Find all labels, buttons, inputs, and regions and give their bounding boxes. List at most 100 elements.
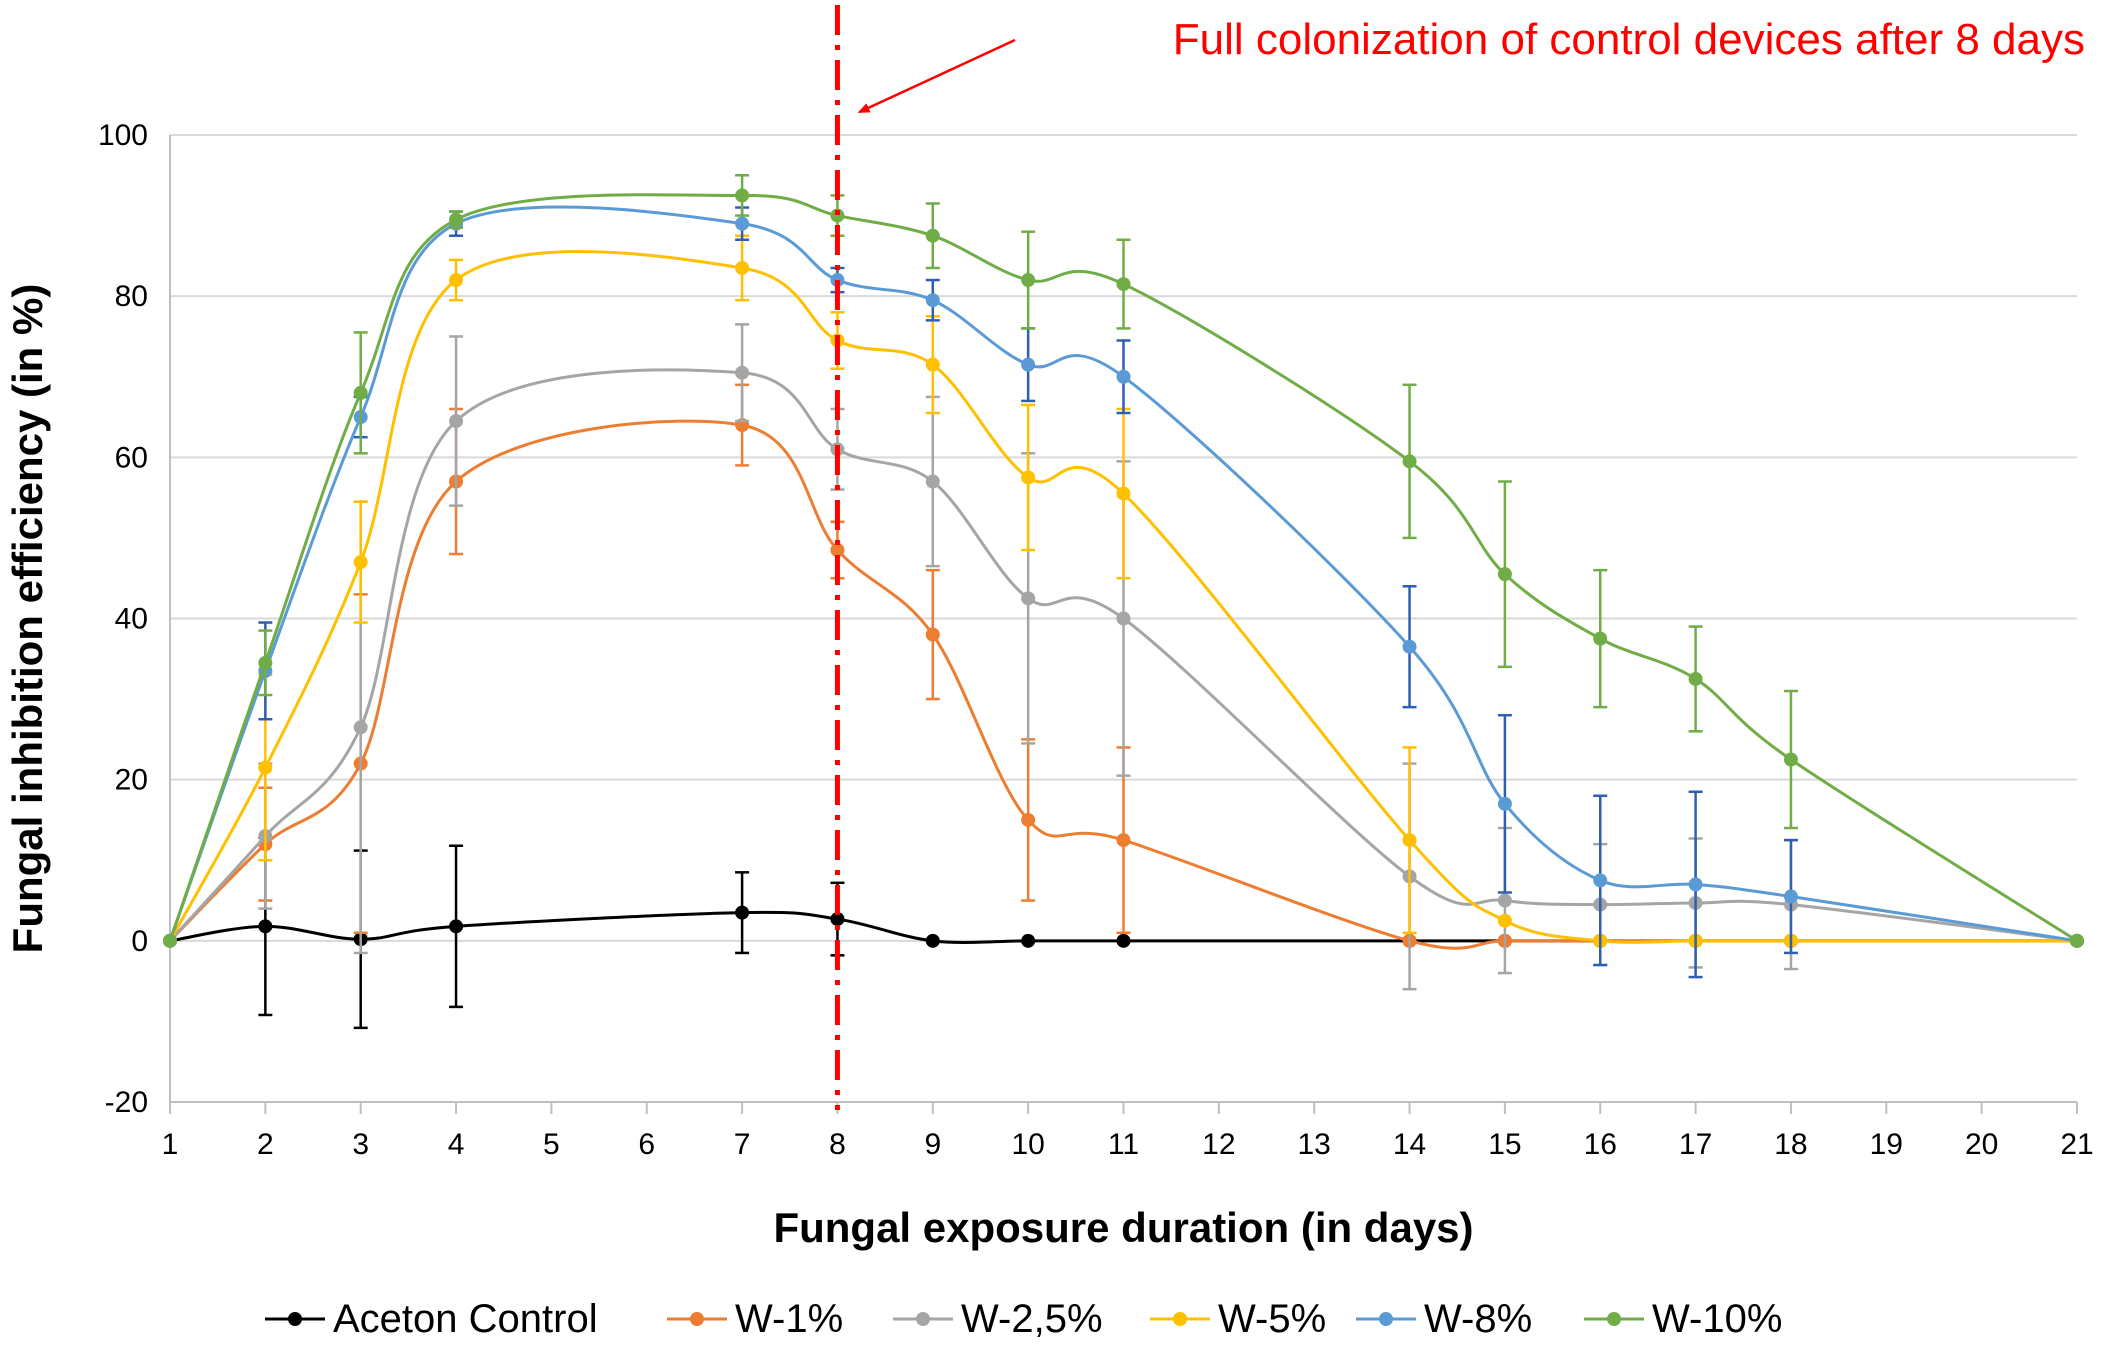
x-tick-label: 12 [1202,1128,1235,1161]
legend-marker [690,1312,704,1326]
data-point [449,919,464,934]
data-point [1021,812,1036,827]
data-point [1497,893,1512,908]
y-tick-label: 100 [98,119,148,152]
y-tick-label: 80 [115,280,148,313]
series-layer [163,174,2084,1030]
legend-marker [1173,1312,1187,1326]
legend-marker [916,1312,930,1326]
x-tick-label: 20 [1965,1128,1998,1161]
data-point [925,228,940,243]
data-point [830,543,845,558]
y-tick-label: 40 [115,603,148,636]
data-point [1688,671,1703,686]
x-tick-label: 16 [1584,1128,1617,1161]
legend-label: W-8% [1424,1297,1532,1341]
legend-item: W-2,5% [893,1297,1103,1341]
data-point [1116,277,1131,292]
x-tick-label: 8 [829,1128,846,1161]
data-point [1021,357,1036,372]
legend-label: W-5% [1218,1297,1326,1341]
legend-marker [1607,1312,1621,1326]
x-axis-title: Fungal exposure duration (in days) [773,1204,1473,1251]
x-tick-label: 9 [924,1128,941,1161]
x-tick-label: 3 [352,1128,369,1161]
data-point [1593,631,1608,646]
annotation-text: Full colonization of control devices aft… [1173,15,2085,64]
y-tick-label: 0 [131,925,148,958]
series-w-10- [163,174,2084,948]
data-point [925,293,940,308]
data-point [925,474,940,489]
legend-item: W-10% [1584,1297,1782,1341]
x-tick-label: 15 [1488,1128,1521,1161]
data-point [925,627,940,642]
data-point [1402,454,1417,469]
data-point [1783,889,1798,904]
x-tick-label: 2 [257,1128,274,1161]
data-point [735,216,750,231]
x-tick-label: 18 [1774,1128,1807,1161]
x-tick-label: 19 [1870,1128,1903,1161]
x-tick-label: 13 [1298,1128,1331,1161]
data-point [1688,877,1703,892]
data-point [1116,486,1131,501]
data-point [449,212,464,227]
legend-item: W-8% [1356,1297,1532,1341]
data-point [258,760,273,775]
legend-label: W-2,5% [961,1297,1103,1341]
x-tick-label: 21 [2060,1128,2093,1161]
data-point [353,385,368,400]
data-point [735,260,750,275]
data-point [353,720,368,735]
y-tick-label: 20 [115,764,148,797]
data-point [1116,933,1131,948]
data-point [1116,369,1131,384]
data-point [1497,796,1512,811]
data-point [925,357,940,372]
y-axis-title: Fungal inhibition efficiency (in %) [4,284,51,954]
annotation-layer: Full colonization of control devices aft… [834,5,2085,1110]
data-point [163,933,177,948]
x-tick-label: 1 [162,1128,179,1161]
data-point [1021,933,1036,948]
data-point [1021,273,1036,288]
x-tick-label: 10 [1011,1128,1044,1161]
data-point [1593,873,1608,888]
data-point [1116,833,1131,848]
data-point [449,414,464,429]
x-tick-label: 7 [734,1128,751,1161]
data-point [1021,470,1036,485]
data-point [735,188,750,203]
series-line [168,368,2078,943]
data-point [258,919,273,934]
data-point [1402,639,1417,654]
x-tick-label: 5 [543,1128,560,1161]
x-tick-label: 11 [1108,1128,1139,1161]
legend-item: W-5% [1150,1297,1326,1341]
data-point [1497,567,1512,582]
legend-item: W-1% [667,1297,843,1341]
x-tick-label: 6 [638,1128,655,1161]
legend: Aceton Control W-1% W-2,5% W-5% W-8% W-10% [265,1297,1782,1341]
data-point [925,933,940,948]
data-point [1116,611,1131,626]
legend-label: W-1% [735,1297,843,1341]
data-point [353,555,368,570]
data-point [258,655,273,670]
data-point [830,912,845,927]
x-tick-label: 14 [1393,1128,1426,1161]
annotation-arrow [857,38,1016,114]
x-tick-label: 17 [1679,1128,1712,1161]
x-tick-label: 4 [448,1128,465,1161]
data-point [1021,591,1036,606]
series-line [168,250,2077,944]
data-point [735,905,750,920]
legend-label: W-10% [1652,1297,1782,1341]
legend-label: Aceton Control [333,1297,598,1341]
data-point [1402,833,1417,848]
data-point [1783,752,1798,767]
y-tick-label: 60 [115,441,148,474]
